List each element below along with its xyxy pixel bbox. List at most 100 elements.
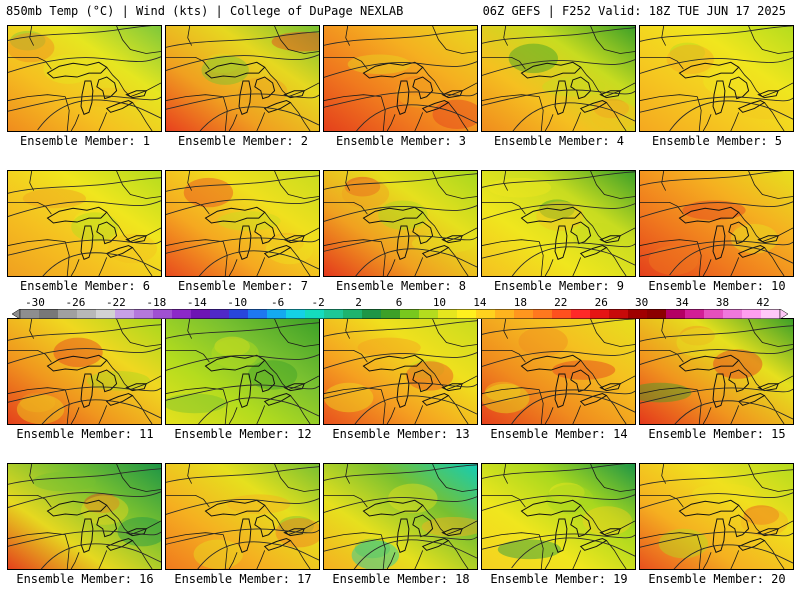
colorbar-segment bbox=[666, 309, 686, 319]
height-contour bbox=[482, 89, 635, 106]
temperature-blotch bbox=[648, 245, 699, 276]
height-contour bbox=[482, 27, 635, 44]
political-border bbox=[764, 540, 785, 569]
political-border bbox=[380, 389, 386, 424]
temperature-blotch bbox=[53, 337, 103, 368]
great-lake-outline bbox=[712, 518, 726, 553]
ensemble-member-label: Ensemble Member: 7 bbox=[177, 279, 309, 293]
political-border bbox=[696, 389, 702, 424]
great-lake-outline bbox=[678, 354, 740, 372]
political-border bbox=[228, 114, 238, 131]
temperature-blotch bbox=[546, 484, 594, 515]
great-lake-outline bbox=[412, 514, 434, 538]
ensemble-member-map bbox=[323, 25, 478, 132]
political-border bbox=[696, 96, 702, 131]
temperature-blotch bbox=[271, 31, 319, 52]
colorbar-tick-label: 14 bbox=[473, 296, 487, 309]
colorbar-tick-label: 18 bbox=[513, 296, 527, 309]
great-lake-outline bbox=[238, 225, 252, 260]
great-lake-outline bbox=[105, 393, 134, 406]
height-contour bbox=[640, 26, 793, 42]
great-lake-outline bbox=[678, 206, 740, 224]
great-lake-outline bbox=[728, 514, 750, 538]
great-lake-outline bbox=[421, 100, 450, 113]
political-border bbox=[764, 247, 785, 276]
temperature-blotch bbox=[166, 393, 227, 414]
temperature-field bbox=[482, 319, 635, 424]
political-border bbox=[748, 171, 793, 199]
political-border bbox=[590, 171, 635, 199]
temperature-blotch bbox=[71, 212, 119, 242]
ensemble-member-label: Ensemble Member: 11 bbox=[16, 427, 154, 441]
ensemble-member-label: Ensemble Member: 14 bbox=[490, 427, 628, 441]
great-lake-outline bbox=[254, 369, 276, 393]
political-border bbox=[414, 257, 424, 276]
temperature-blotch bbox=[247, 360, 298, 390]
great-lake-outline bbox=[283, 383, 305, 392]
height-contour bbox=[512, 102, 635, 131]
temperature-field bbox=[482, 171, 635, 276]
ensemble-member-map bbox=[165, 25, 320, 132]
political-border bbox=[538, 96, 544, 131]
height-contour bbox=[8, 177, 161, 194]
great-lake-outline bbox=[96, 76, 118, 100]
colorbar-segment bbox=[533, 309, 553, 319]
height-contour bbox=[166, 237, 319, 254]
height-contour bbox=[482, 389, 635, 406]
temperature-field bbox=[324, 464, 477, 569]
great-lake-outline bbox=[80, 373, 94, 408]
political-border bbox=[572, 550, 582, 569]
great-lake-outline bbox=[396, 373, 410, 408]
great-lake-outline bbox=[238, 373, 252, 408]
political-border bbox=[696, 241, 702, 276]
political-border bbox=[64, 96, 70, 131]
height-contour bbox=[669, 244, 793, 276]
height-contour bbox=[42, 252, 161, 276]
colorbar-segment bbox=[305, 309, 325, 319]
colorbar-segment bbox=[191, 309, 211, 319]
height-contour bbox=[8, 491, 161, 508]
colorbar-segment bbox=[571, 309, 591, 319]
height-contour bbox=[8, 347, 161, 364]
political-border bbox=[345, 464, 351, 484]
great-lake-outline bbox=[712, 80, 726, 115]
political-border bbox=[640, 495, 684, 508]
temperature-blotch bbox=[201, 55, 249, 85]
colorbar-tick-label: 22 bbox=[554, 296, 568, 309]
colorbar-tick-label: -18 bbox=[146, 296, 167, 309]
political-border bbox=[70, 407, 80, 424]
political-border bbox=[324, 532, 382, 539]
great-lake-outline bbox=[554, 80, 568, 115]
political-border bbox=[228, 552, 238, 569]
great-lake-outline bbox=[254, 514, 276, 538]
temperature-blotch bbox=[552, 360, 616, 380]
political-border bbox=[324, 387, 382, 394]
political-border bbox=[274, 26, 319, 54]
political-border bbox=[544, 114, 554, 131]
temperature-field bbox=[640, 171, 793, 276]
height-contour bbox=[482, 533, 635, 550]
temperature-blotch bbox=[351, 540, 400, 569]
height-contour bbox=[197, 541, 319, 569]
temperature-blotch bbox=[666, 44, 715, 75]
height-contour bbox=[640, 201, 793, 218]
ensemble-member-map bbox=[481, 318, 636, 425]
political-border bbox=[8, 387, 66, 394]
colorbar-segment bbox=[723, 309, 743, 319]
great-lake-outline bbox=[570, 221, 592, 245]
height-contour bbox=[482, 242, 635, 259]
colorbar-segment bbox=[457, 309, 477, 319]
great-lake-outline bbox=[204, 499, 266, 517]
great-lake-outline bbox=[412, 369, 434, 393]
temperature-blotch bbox=[669, 42, 706, 63]
political-border bbox=[256, 112, 266, 131]
political-border bbox=[503, 171, 509, 191]
ensemble-member-label: Ensemble Member: 17 bbox=[174, 572, 312, 586]
political-border bbox=[116, 319, 161, 347]
great-lake-outline bbox=[441, 528, 463, 537]
political-border bbox=[538, 241, 544, 276]
height-contour bbox=[511, 393, 635, 424]
colorbar-segment bbox=[685, 309, 705, 319]
colorbar-segment bbox=[324, 309, 344, 319]
height-contour bbox=[640, 531, 793, 548]
